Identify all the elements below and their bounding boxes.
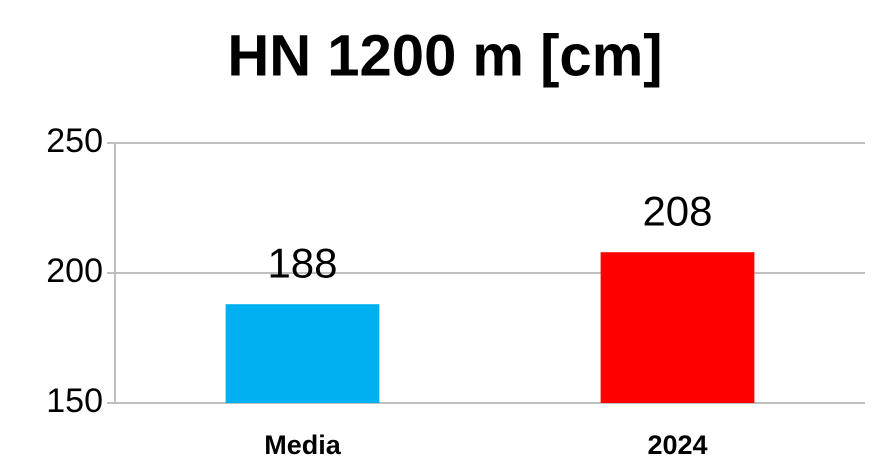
value-label: 188 [267,239,337,286]
bar [600,252,755,403]
chart-title: HN 1200 m [cm] [227,23,662,88]
x-tick-label: 2024 [647,430,707,460]
x-tick-label: Media [264,430,342,460]
y-tick-label: 250 [46,122,103,160]
y-tick-label: 150 [46,382,103,420]
value-label: 208 [642,187,712,234]
bar [225,304,380,403]
y-tick-label: 200 [46,252,103,290]
